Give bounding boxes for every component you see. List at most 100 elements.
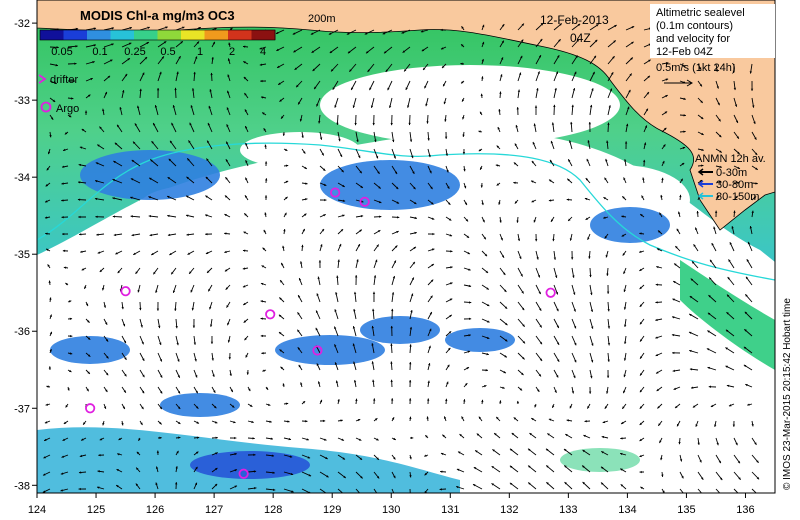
velocity-arrowhead: [167, 177, 171, 180]
velocity-arrowhead: [159, 436, 162, 440]
velocity-arrowhead: [481, 76, 484, 79]
velocity-arrowhead: [621, 215, 624, 218]
velocity-arrowhead: [296, 84, 299, 88]
velocity-arrowhead: [205, 251, 209, 254]
velocity-arrowhead: [299, 119, 303, 122]
velocity-arrowhead: [607, 343, 611, 346]
velocity-arrowhead: [679, 194, 682, 198]
velocity-arrowhead: [496, 183, 500, 186]
velocity-arrowhead: [81, 268, 85, 271]
velocity-arrowhead: [531, 160, 535, 164]
velocity-arrowhead: [159, 422, 162, 425]
velocity-arrowhead: [171, 271, 174, 275]
velocity-arrowhead: [87, 320, 90, 323]
velocity-arrowhead: [186, 233, 189, 236]
velocity-arrowhead: [587, 406, 590, 409]
velocity-arrowhead: [533, 219, 536, 223]
velocity-arrowhead: [124, 357, 127, 360]
altimetry-note-line: (0.1m contours): [656, 20, 733, 32]
velocity-arrowhead: [196, 41, 200, 44]
velocity-arrowhead: [407, 105, 410, 108]
velocity-arrowhead: [682, 146, 686, 150]
velocity-arrowhead: [178, 436, 181, 439]
velocity-arrowhead: [93, 44, 96, 47]
velocity-arrowhead: [133, 252, 136, 255]
velocity-arrowhead: [463, 185, 467, 189]
velocity-arrowhead: [321, 153, 324, 156]
lat-tick-label: -37: [14, 403, 30, 415]
velocity-arrowhead: [227, 58, 231, 61]
velocity-arrowhead: [504, 306, 508, 309]
velocity-arrowhead: [375, 155, 379, 159]
velocity-arrowhead: [459, 434, 462, 437]
velocity-arrowhead: [377, 171, 380, 174]
colorbar-tick-label: 4: [260, 46, 266, 58]
velocity-arrowhead: [681, 475, 684, 479]
velocity-arrowhead: [78, 487, 81, 491]
velocity-arrowhead: [587, 140, 590, 143]
velocity-arrowhead: [519, 256, 522, 259]
velocity-arrowhead: [746, 259, 749, 262]
velocity-arrowhead: [429, 311, 432, 315]
velocity-arrowhead: [623, 374, 626, 378]
velocity-arrowhead: [174, 308, 177, 311]
velocity-arrowhead: [513, 181, 516, 184]
velocity-arrowhead: [205, 214, 208, 217]
velocity-arrowhead: [623, 324, 627, 327]
velocity-arrowhead: [570, 121, 573, 125]
velocity-arrowhead: [431, 217, 435, 220]
velocity-arrowhead: [74, 62, 77, 65]
argo-float-marker: [312, 345, 323, 356]
lon-tick-label: 130: [382, 504, 400, 516]
velocity-arrowhead: [375, 259, 378, 263]
velocity-arrowhead: [87, 354, 91, 357]
velocity-arrowhead: [245, 160, 248, 163]
velocity-arrowhead: [47, 264, 50, 267]
velocity-arrowhead: [354, 275, 358, 278]
velocity-arrowhead: [756, 476, 760, 480]
velocity-arrowhead: [604, 406, 608, 409]
velocity-arrowhead: [104, 91, 107, 95]
plot-frame: [36, 0, 776, 494]
velocity-arrowhead: [412, 261, 415, 265]
velocity-arrowhead: [718, 180, 722, 184]
velocity-arrowhead: [663, 127, 667, 131]
velocity-arrowhead: [358, 155, 361, 159]
velocity-arrowhead: [63, 266, 67, 269]
velocity-arrowhead: [171, 122, 174, 126]
velocity-arrowhead: [320, 244, 323, 247]
velocity-arrowhead: [673, 281, 676, 284]
velocity-arrowhead: [174, 87, 177, 91]
velocity-arrowhead: [750, 88, 754, 91]
velocity-arrowhead: [513, 417, 517, 420]
velocity-arrowhead: [195, 466, 198, 470]
velocity-arrowhead: [590, 359, 594, 363]
velocity-arrowhead: [195, 375, 198, 378]
velocity-arrowhead: [154, 105, 158, 108]
velocity-arrowhead: [501, 40, 504, 44]
velocity-arrowhead: [539, 308, 542, 311]
velocity-arrowhead: [445, 398, 448, 402]
velocity-arrowhead: [43, 473, 46, 476]
lon-tick-label: 125: [87, 504, 105, 516]
velocity-arrowhead: [568, 159, 571, 162]
velocity-arrowhead: [420, 30, 424, 33]
velocity-arrowhead: [297, 329, 300, 333]
velocity-arrowhead: [423, 67, 426, 71]
velocity-arrowhead: [726, 312, 729, 315]
velocity-arrowhead: [647, 75, 650, 79]
velocity-arrowhead: [369, 87, 372, 91]
velocity-arrowhead: [228, 357, 232, 360]
velocity-arrowhead: [497, 127, 500, 130]
velocity-arrowhead: [44, 438, 47, 441]
velocity-arrowhead: [429, 170, 432, 174]
velocity-arrowhead: [665, 61, 669, 65]
velocity-arrowhead: [732, 424, 736, 427]
velocity-arrowhead: [114, 142, 118, 146]
velocity-arrowhead: [662, 490, 665, 493]
velocity-arrowhead: [591, 343, 594, 346]
velocity-arrowhead: [496, 145, 500, 148]
velocity-arrowhead: [142, 358, 145, 361]
velocity-arrowhead: [60, 472, 64, 475]
velocity-arrowhead: [384, 51, 387, 54]
